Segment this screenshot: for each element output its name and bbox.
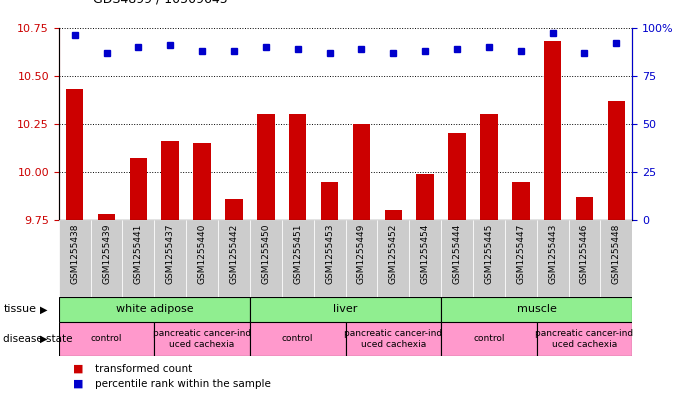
Text: GSM1255437: GSM1255437 [166,224,175,285]
Text: GSM1255442: GSM1255442 [229,224,238,284]
FancyBboxPatch shape [218,220,250,297]
FancyBboxPatch shape [154,220,186,297]
FancyBboxPatch shape [250,297,441,322]
Text: GSM1255447: GSM1255447 [516,224,525,284]
Bar [97,214,115,220]
FancyBboxPatch shape [537,322,632,356]
Text: transformed count: transformed count [95,364,192,374]
Text: white adipose: white adipose [115,305,193,314]
Text: pancreatic cancer-ind
uced cachexia: pancreatic cancer-ind uced cachexia [536,329,634,349]
FancyBboxPatch shape [282,220,314,297]
FancyBboxPatch shape [441,220,473,297]
Text: GSM1255452: GSM1255452 [389,224,398,284]
Text: pancreatic cancer-ind
uced cachexia: pancreatic cancer-ind uced cachexia [344,329,442,349]
Text: GSM1255448: GSM1255448 [612,224,621,284]
FancyBboxPatch shape [59,322,154,356]
Bar [257,114,274,220]
FancyBboxPatch shape [314,220,346,297]
Bar [448,134,466,220]
Bar [576,197,594,220]
FancyBboxPatch shape [600,220,632,297]
Text: GSM1255440: GSM1255440 [198,224,207,284]
FancyBboxPatch shape [250,220,282,297]
FancyBboxPatch shape [91,220,122,297]
FancyBboxPatch shape [59,220,91,297]
Text: GSM1255451: GSM1255451 [293,224,302,285]
Bar [480,114,498,220]
FancyBboxPatch shape [537,220,569,297]
Text: GSM1255450: GSM1255450 [261,224,270,285]
Text: GSM1255446: GSM1255446 [580,224,589,284]
Bar [384,210,402,220]
FancyBboxPatch shape [346,322,441,356]
Text: GSM1255445: GSM1255445 [484,224,493,284]
Text: muscle: muscle [517,305,557,314]
Text: control: control [282,334,314,343]
Text: ▶: ▶ [40,334,48,344]
Bar [352,124,370,220]
Bar [225,199,243,220]
FancyBboxPatch shape [59,297,250,322]
FancyBboxPatch shape [409,220,441,297]
Bar [66,89,84,220]
Text: GSM1255443: GSM1255443 [548,224,557,284]
Text: GSM1255439: GSM1255439 [102,224,111,285]
FancyBboxPatch shape [505,220,537,297]
Bar [512,182,529,220]
Text: GSM1255449: GSM1255449 [357,224,366,284]
Text: control: control [91,334,122,343]
FancyBboxPatch shape [377,220,409,297]
Bar [130,158,147,220]
Text: pancreatic cancer-ind
uced cachexia: pancreatic cancer-ind uced cachexia [153,329,252,349]
Text: ■: ■ [73,379,83,389]
Text: GSM1255453: GSM1255453 [325,224,334,285]
Text: ▶: ▶ [40,305,48,314]
FancyBboxPatch shape [250,322,346,356]
FancyBboxPatch shape [122,220,154,297]
FancyBboxPatch shape [186,220,218,297]
FancyBboxPatch shape [569,220,600,297]
Text: tissue: tissue [3,305,37,314]
Text: liver: liver [333,305,358,314]
FancyBboxPatch shape [346,220,377,297]
FancyBboxPatch shape [441,297,632,322]
Bar [162,141,179,220]
Bar [417,174,434,220]
Text: ■: ■ [73,364,83,374]
Bar [321,182,339,220]
Bar [289,114,307,220]
Bar [193,143,211,220]
FancyBboxPatch shape [154,322,250,356]
Text: GSM1255438: GSM1255438 [70,224,79,285]
Text: GDS4899 / 10509645: GDS4899 / 10509645 [93,0,228,6]
Bar [607,101,625,220]
Bar [544,41,561,220]
Text: GSM1255441: GSM1255441 [134,224,143,284]
Text: GSM1255444: GSM1255444 [453,224,462,284]
Text: disease state: disease state [3,334,73,344]
Text: control: control [473,334,504,343]
Text: GSM1255454: GSM1255454 [421,224,430,284]
Text: percentile rank within the sample: percentile rank within the sample [95,379,271,389]
FancyBboxPatch shape [473,220,505,297]
FancyBboxPatch shape [441,322,537,356]
